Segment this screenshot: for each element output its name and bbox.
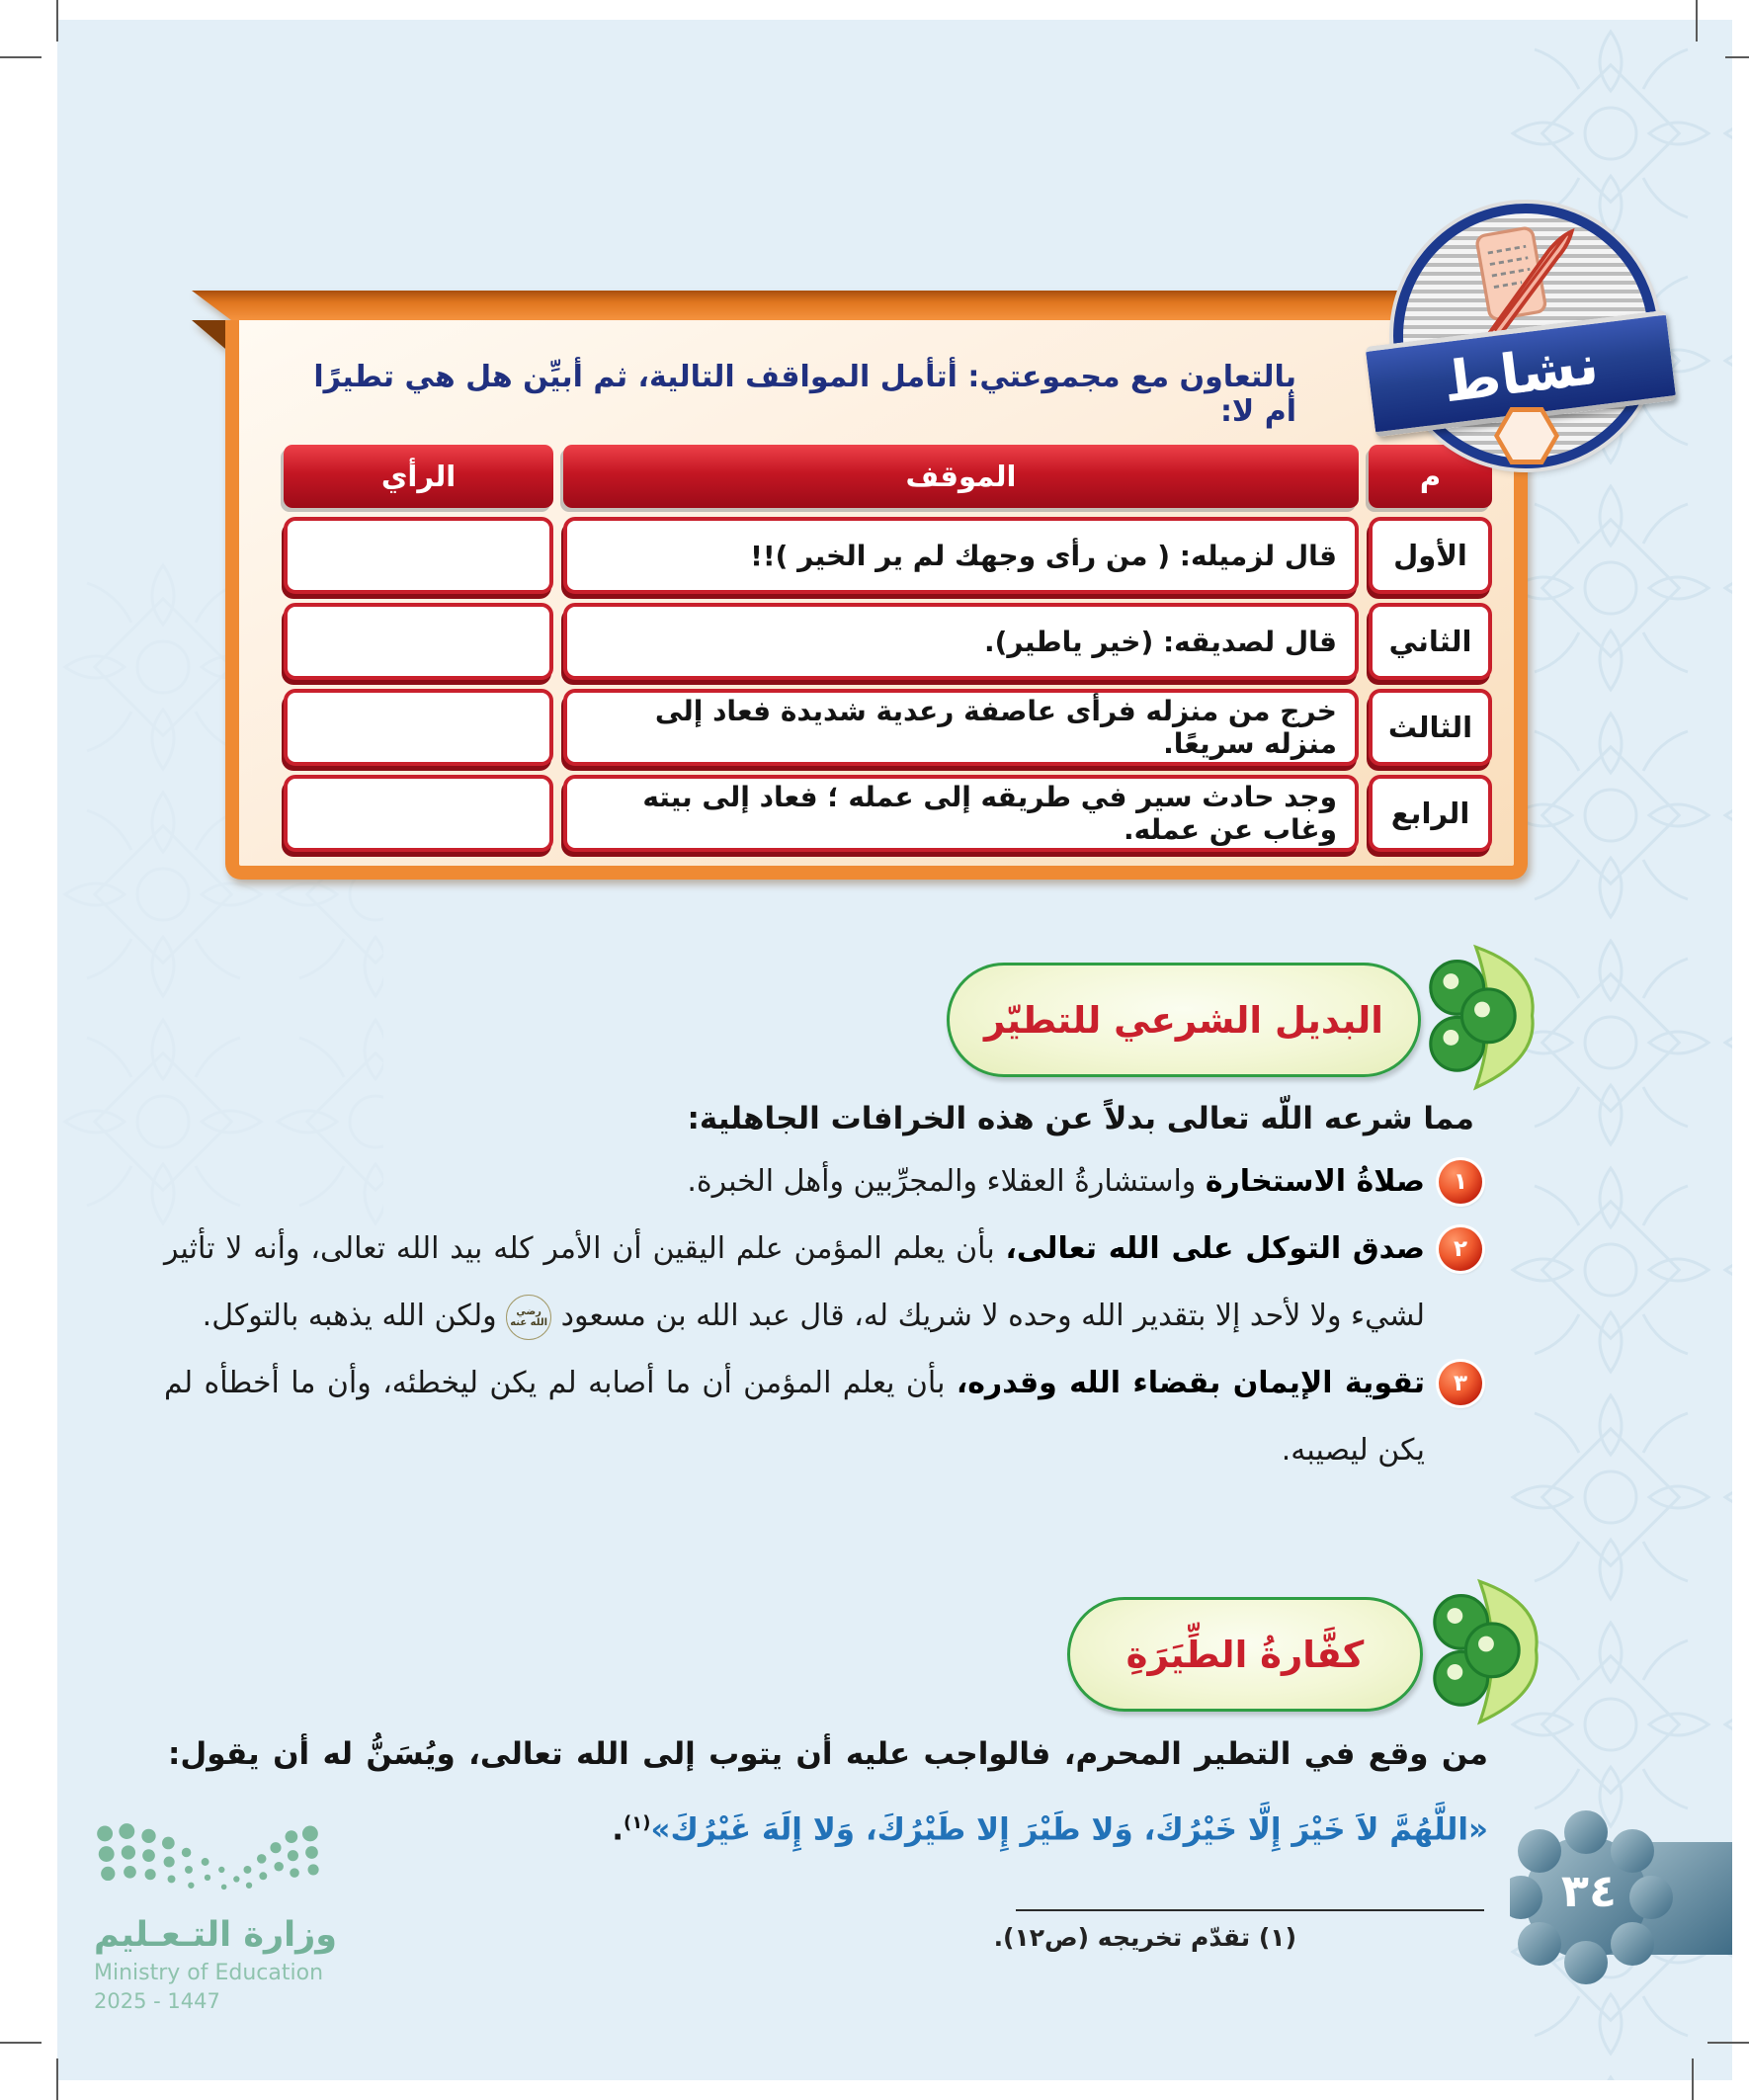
table-row-num: الثاني: [1369, 603, 1492, 680]
crop-mark: [56, 0, 58, 42]
list-item-text: صدق التوكل على الله تعالى، بأن يعلم المؤ…: [164, 1216, 1425, 1350]
table-row-situation: خرج من منزله فرأى عاصفة رعدية شديدة فعاد…: [563, 689, 1359, 766]
ministry-of-education-logo: وزارة التـعـليم Ministry of Education 20…: [94, 1820, 420, 2013]
list-item-body: ولكن الله يذهبه بالتوكل.: [202, 1299, 507, 1333]
teal-flower-page-badge: [1510, 1810, 1732, 1984]
period: .: [612, 1811, 625, 1848]
table-row-opinion-blank: [284, 603, 553, 680]
table-row-situation: قال لصديقه: (خير ياطير).: [563, 603, 1359, 680]
list-item-text: صلاةُ الاستخارة واستشارةُ العقلاء والمجر…: [164, 1148, 1425, 1216]
section-title: كفَّارةُ الطِّيَرَةِ: [1125, 1633, 1365, 1676]
crop-mark: [1725, 56, 1749, 58]
table-row-opinion-blank: [284, 775, 553, 852]
crop-mark: [1696, 0, 1698, 42]
list-item-body: بأن يعلم المؤمن علم اليقين أن الأمر كله …: [164, 1231, 1425, 1333]
section2-paragraph: من وقع في التطير المحرم، فالواجب عليه أن…: [168, 1720, 1488, 1864]
red-circle-number-icon: ١: [1439, 1160, 1482, 1204]
crop-mark: [0, 2042, 42, 2044]
dua-text: «اللَّهُمَّ لاَ خَيْرَ إِلَّا خَيْرُكَ، …: [650, 1811, 1488, 1848]
table-row-num: الأول: [1369, 517, 1492, 594]
activity-badge: نشاط: [1365, 204, 1682, 476]
edition-years: 2025 - 1447: [94, 1989, 220, 2013]
activity-box-top-bar: [192, 291, 1528, 320]
table-row-opinion-blank: [284, 517, 553, 594]
table-header-opinion: الرأي: [284, 445, 553, 508]
crop-mark: [1707, 2042, 1749, 2044]
red-circle-number-icon: ٣: [1439, 1362, 1482, 1405]
activity-box: بالتعاون مع مجموعتي: أتأمل المواقف التال…: [192, 291, 1528, 880]
ministry-name-english: Ministry of Education: [94, 1961, 324, 1985]
crop-mark: [1692, 2058, 1694, 2100]
section-title: البديل الشرعي للتطيّر: [984, 998, 1383, 1042]
table-row-num: الرابع: [1369, 775, 1492, 852]
footnote-divider: [1016, 1909, 1484, 1911]
activity-table: م الموقف الرأي الأول قال لزميله: ( من رأ…: [284, 445, 1492, 852]
list-item: ٢ صدق التوكل على الله تعالى، بأن يعلم ال…: [164, 1216, 1482, 1350]
green-trefoil-leaf-icon: [1433, 1578, 1539, 1725]
crop-mark: [56, 2058, 58, 2100]
radi-allahu-anhu-symbol: رضي الله عنه: [506, 1294, 552, 1340]
list-item-body: واستشارةُ العقلاء والمجرِّبين وأهل الخبر…: [687, 1164, 1206, 1199]
crop-mark: [0, 56, 42, 58]
activity-instruction: بالتعاون مع مجموعتي: أتأمل المواقف التال…: [313, 360, 1296, 429]
list-item-lead: تقوية الإيمان بقضاء الله وقدره،: [956, 1366, 1425, 1400]
red-circle-number-icon: ٢: [1439, 1227, 1482, 1271]
table-row-num: الثالث: [1369, 689, 1492, 766]
table-row-situation: وجد حادث سير في طريقه إلى عمله ؛ فعاد إل…: [563, 775, 1359, 852]
list-item-lead: صدق التوكل على الله تعالى،: [1005, 1231, 1426, 1266]
list-item-lead: صلاةُ الاستخارة: [1205, 1164, 1425, 1199]
footnote-marker: (١): [624, 1812, 651, 1833]
section1-list: ١ صلاةُ الاستخارة واستشارةُ العقلاء والم…: [164, 1148, 1482, 1484]
section2-body-text: من وقع في التطير المحرم، فالواجب عليه أن…: [168, 1736, 1488, 1772]
table-header-num: م: [1369, 445, 1492, 508]
list-item: ١ صلاةُ الاستخارة واستشارةُ العقلاء والم…: [164, 1148, 1482, 1216]
list-item: ٣ تقوية الإيمان بقضاء الله وقدره، بأن يع…: [164, 1350, 1482, 1484]
ministry-name-arabic: وزارة التـعـليم: [94, 1915, 338, 1955]
scroll-and-quill-icon: [1475, 226, 1575, 340]
table-row-situation: قال لزميله: ( من رأى وجهك لم ير الخير )!…: [563, 517, 1359, 594]
table-row-opinion-blank: [284, 689, 553, 766]
list-item-text: تقوية الإيمان بقضاء الله وقدره، بأن يعلم…: [164, 1350, 1425, 1484]
section-heading-kaffarat-tiyara: كفَّارةُ الطِّيَرَةِ: [1067, 1597, 1423, 1712]
section-heading-sharia-alternative: البديل الشرعي للتطيّر: [947, 963, 1421, 1077]
list-item-body: بأن يعلم المؤمن أن ما أصابه لم يكن ليخطئ…: [164, 1366, 1425, 1468]
ministry-logo-dots-icon: [97, 1823, 319, 1890]
activity-box-body: بالتعاون مع مجموعتي: أتأمل المواقف التال…: [225, 320, 1528, 880]
table-header-situation: الموقف: [563, 445, 1359, 508]
section1-intro: مما شرعه اللّه تعالى بدلاً عن هذه الخراف…: [687, 1101, 1474, 1136]
page-number: ٣٤: [1560, 1864, 1618, 1917]
activity-badge-label: نشاط: [1440, 332, 1602, 415]
footnote-text: (١) تقدّم تخريجه (ص١٢).: [993, 1923, 1296, 1952]
green-trefoil-leaf-icon: [1429, 944, 1535, 1091]
